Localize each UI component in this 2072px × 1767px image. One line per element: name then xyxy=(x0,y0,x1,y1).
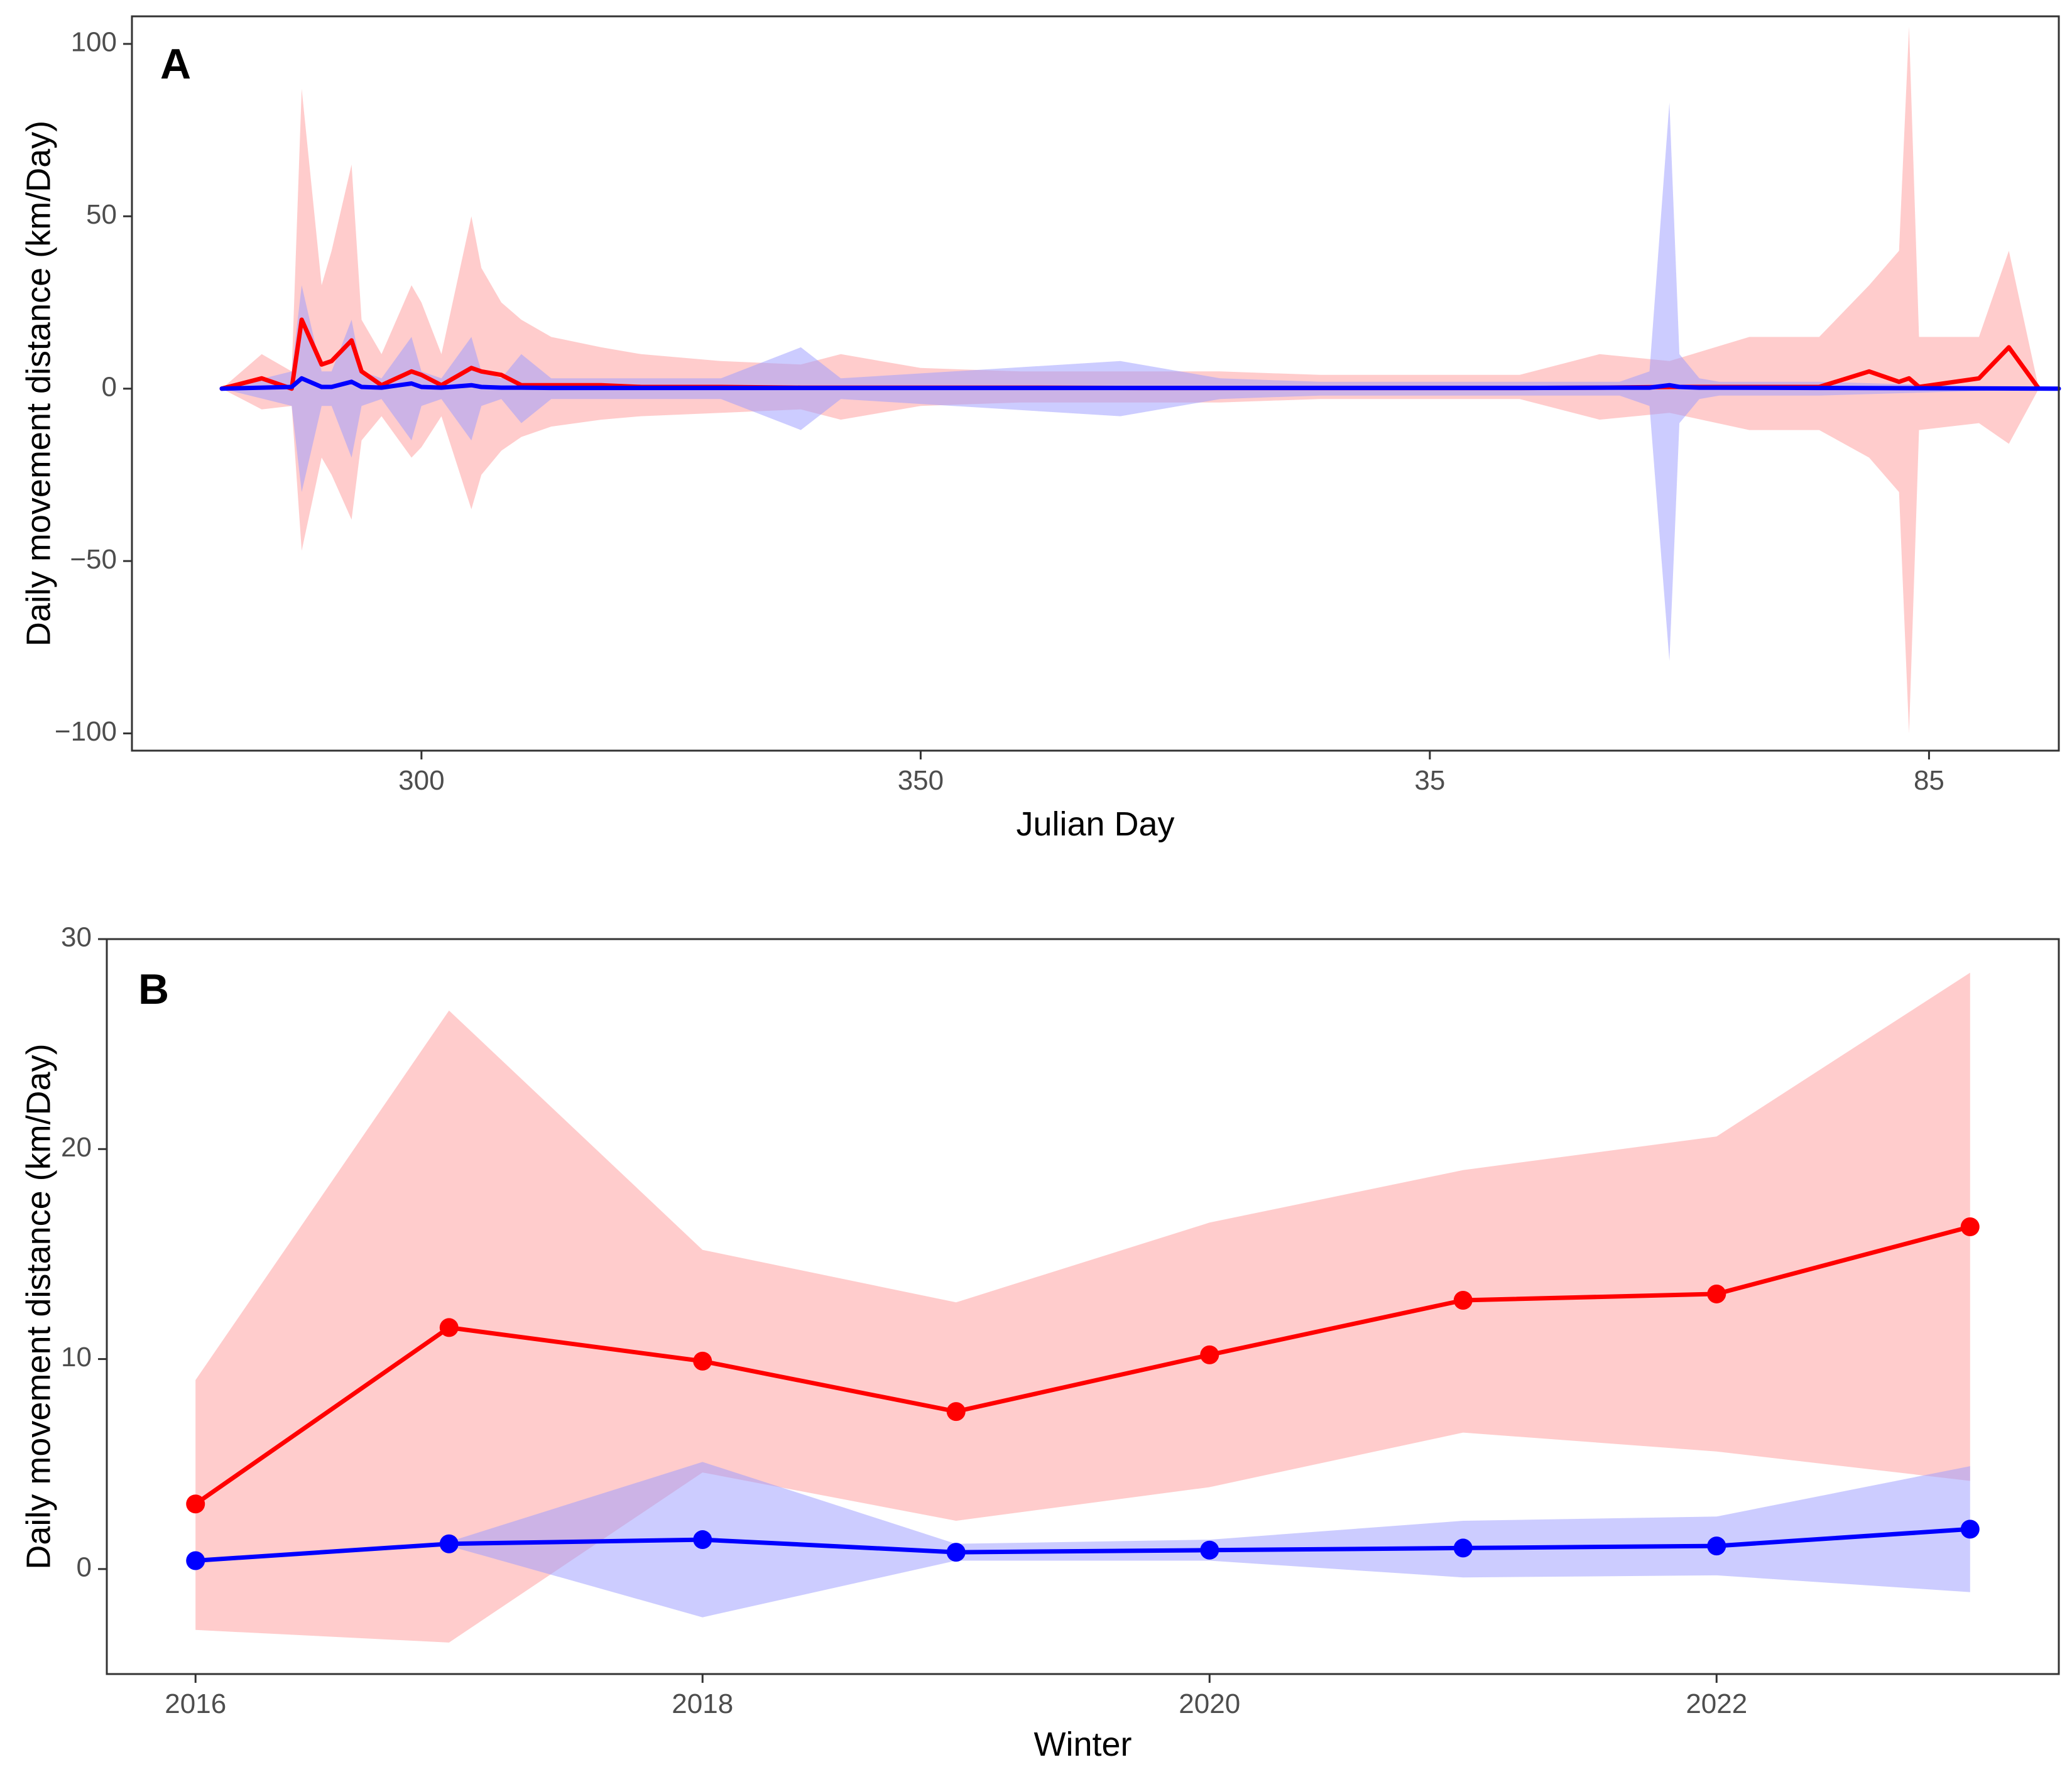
panel-b-blue-point xyxy=(1453,1538,1473,1558)
panel-a-frame xyxy=(131,15,2060,752)
panel-b-blue-mean-line xyxy=(193,1526,1973,1563)
panel-b-x-tick-label: 2018 xyxy=(672,1688,733,1719)
panel-b-red-mean-line xyxy=(193,1224,1973,1506)
panel-b-blue-point xyxy=(1200,1540,1219,1560)
panel-b-y-tick-label: 10 xyxy=(61,1342,92,1373)
panel-a-letter: A xyxy=(160,40,191,88)
panel-b-red-point xyxy=(693,1351,712,1371)
panel-b-red-point xyxy=(946,1402,966,1422)
panel-a-blue-confidence-band xyxy=(222,102,2059,661)
panel-b-y-axis-title: Daily movement distance (km/Day) xyxy=(19,1043,57,1569)
panel-b-red-point xyxy=(1707,1284,1726,1303)
panel-a-y-tick-label: 50 xyxy=(86,199,117,230)
panel-b-red-point xyxy=(1453,1290,1473,1310)
panel-b-blue-confidence-band xyxy=(195,1462,1970,1617)
panel-b-red-point xyxy=(1960,1217,1980,1236)
panel-b-x-tick-label: 2016 xyxy=(165,1688,226,1719)
panel-b-blue-point xyxy=(186,1551,205,1570)
panel-a-y-axis-title: Daily movement distance (km/Day) xyxy=(19,121,57,646)
panel-a-x-tick-label: 350 xyxy=(898,765,944,796)
panel-b-x-tick-label: 2020 xyxy=(1179,1688,1240,1719)
panel-b-y-tick-label: 20 xyxy=(61,1132,92,1163)
panel-a-blue-mean-line xyxy=(219,376,2061,391)
panel-b-red-point xyxy=(439,1318,459,1337)
panel-a-y-tick-label: −50 xyxy=(70,544,117,575)
panel-b-x-tick-label: 2022 xyxy=(1686,1688,1747,1719)
panel-a-x-tick-label: 85 xyxy=(1914,765,1944,796)
chart-panel-a: −100 −50 0 50 100 300 350 35 85 A Julian Day Da… xyxy=(19,15,2061,843)
panel-b-red-confidence-band xyxy=(195,972,1970,1643)
panel-b-y-tick-label: 0 xyxy=(77,1552,92,1582)
panel-a-x-tick-label: 35 xyxy=(1414,765,1445,796)
panel-b-blue-point xyxy=(693,1530,712,1550)
panel-b-blue-point xyxy=(946,1543,966,1562)
panel-b-red-point xyxy=(186,1494,205,1514)
chart-panel-b: 0 10 20 30 2016 2018 2020 2022 B Winter Daily … xyxy=(19,922,2060,1763)
panel-b-red-point xyxy=(1200,1345,1219,1364)
panel-a-x-tick-label: 300 xyxy=(398,765,444,796)
panel-b-letter: B xyxy=(138,965,169,1013)
panel-b-y-tick-label: 30 xyxy=(61,922,92,953)
panel-b-blue-point xyxy=(439,1534,459,1553)
panel-a-x-axis-title: Julian Day xyxy=(1016,805,1174,843)
panel-b-frame xyxy=(106,938,2060,1675)
panel-a-y-tick-label: 100 xyxy=(71,27,117,58)
panel-a-y-tick-label: 0 xyxy=(102,371,117,402)
panel-b-blue-point xyxy=(1960,1520,1980,1539)
panel-a-y-tick-label: −100 xyxy=(55,716,117,747)
panel-b-blue-point xyxy=(1707,1536,1726,1556)
panel-b-x-axis-title: Winter xyxy=(1033,1726,1131,1763)
